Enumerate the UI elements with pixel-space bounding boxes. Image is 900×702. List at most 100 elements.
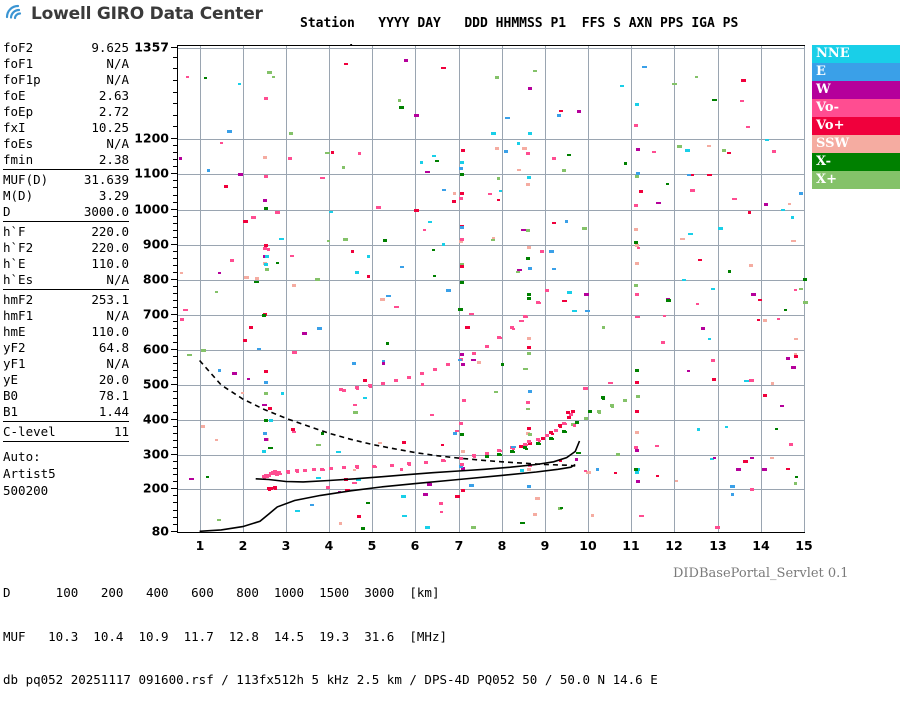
echo-point: [533, 70, 537, 72]
param-row: hmE 110.0: [3, 324, 129, 340]
echo-point: [315, 278, 320, 281]
echo-point: [519, 320, 524, 322]
echo-point: [529, 443, 532, 445]
x-axis-tick-label: 3: [281, 538, 291, 553]
echo-point: [585, 310, 590, 312]
echo-point: [675, 480, 678, 482]
legend-item-label: NNE: [816, 46, 850, 61]
echo-point: [272, 473, 275, 475]
param-group: MUF(D) 31.639 M(D) 3.29 D 3000.0: [3, 172, 129, 222]
echo-point: [749, 379, 754, 382]
echo-point: [269, 419, 273, 422]
echo-point: [187, 354, 192, 356]
echo-point: [263, 477, 266, 479]
echo-point: [441, 67, 446, 69]
echo-point: [772, 150, 776, 153]
echo-point: [201, 349, 206, 352]
echo-point: [441, 444, 444, 446]
echo-point: [447, 364, 450, 366]
echo-point: [791, 216, 794, 219]
legend-item-nne[interactable]: NNE: [812, 45, 900, 63]
echo-point: [634, 468, 638, 471]
echo-point: [460, 226, 464, 229]
legend-item-ssw[interactable]: SSW: [812, 135, 900, 153]
legend-item-label: SSW: [816, 136, 850, 151]
echo-point: [356, 478, 361, 481]
auto-line: 500200: [3, 483, 49, 498]
echo-point: [527, 293, 531, 296]
echo-point: [598, 412, 601, 414]
echo-point: [570, 414, 573, 416]
echo-point: [750, 488, 754, 491]
echo-point: [380, 298, 385, 301]
echo-point: [292, 284, 296, 287]
echo-point: [527, 440, 531, 443]
grid-line-vertical: [631, 46, 632, 532]
y-axis-tick-label: 1000: [134, 201, 169, 217]
echo-point: [576, 422, 579, 424]
y-axis-minor-tick: [173, 187, 177, 188]
echo-point: [499, 450, 502, 452]
echo-point: [274, 488, 277, 490]
legend-item-e[interactable]: E: [812, 63, 900, 81]
param-value: 9.625: [91, 40, 129, 55]
echo-point: [367, 255, 370, 258]
legend-item-x[interactable]: X-: [812, 153, 900, 171]
legend-item-x[interactable]: X+: [812, 171, 900, 189]
param-value: 10.25: [91, 120, 129, 135]
y-axis-minor-tick: [173, 517, 177, 518]
y-axis-minor-tick: [173, 440, 177, 441]
grid-line-horizontal: [178, 420, 804, 421]
y-axis-minor-tick: [173, 454, 177, 455]
echo-point: [512, 328, 515, 330]
echo-point: [765, 139, 769, 141]
y-axis-minor-tick: [173, 265, 177, 266]
param-row: M(D) 3.29: [3, 188, 129, 204]
grid-line-horizontal: [178, 245, 804, 246]
echo-point: [572, 310, 577, 312]
y-axis-minor-tick: [173, 251, 177, 252]
echo-point: [608, 382, 613, 384]
legend-item-vo[interactable]: Vo+: [812, 117, 900, 135]
echo-point: [611, 406, 614, 408]
echo-point: [535, 497, 540, 500]
echo-point: [267, 248, 270, 251]
echo-point: [330, 468, 333, 470]
echo-point: [355, 465, 359, 468]
y-axis-minor-tick: [173, 138, 177, 139]
echo-point: [727, 152, 731, 154]
legend-item-w[interactable]: W: [812, 81, 900, 99]
echo-point: [522, 147, 527, 150]
y-axis-minor-tick: [173, 230, 177, 231]
echo-point: [249, 326, 253, 329]
x-axis-tick-label: 12: [665, 538, 683, 553]
ionogram-plot[interactable]: [177, 45, 808, 533]
param-row: foF2 9.625: [3, 40, 129, 56]
echo-point: [268, 407, 272, 410]
param-key: fmin: [3, 152, 34, 167]
echo-point: [201, 425, 205, 428]
y-axis-minor-tick: [173, 321, 177, 322]
footer-muf-line: MUF 10.3 10.4 10.9 11.7 12.8 14.5 19.3 3…: [3, 628, 448, 644]
echo-point: [277, 471, 281, 474]
echo-point: [583, 387, 588, 390]
echo-point: [386, 295, 391, 297]
echo-point: [264, 175, 268, 178]
param-key: yF1: [3, 356, 26, 371]
echo-point: [528, 87, 532, 90]
echo-point: [696, 303, 699, 305]
echo-point: [356, 467, 359, 469]
echo-point: [635, 369, 639, 372]
echo-point: [220, 142, 223, 144]
y-axis-minor-tick: [173, 195, 177, 196]
echo-point: [523, 446, 527, 449]
legend-item-vo[interactable]: Vo-: [812, 99, 900, 117]
echo-point: [635, 381, 639, 384]
echo-point: [391, 465, 394, 467]
echo-point: [602, 398, 605, 400]
param-key: h`Es: [3, 272, 34, 287]
param-value: N/A: [106, 56, 129, 71]
echo-point: [382, 383, 385, 385]
echo-point: [401, 495, 406, 498]
echo-point: [525, 316, 528, 318]
